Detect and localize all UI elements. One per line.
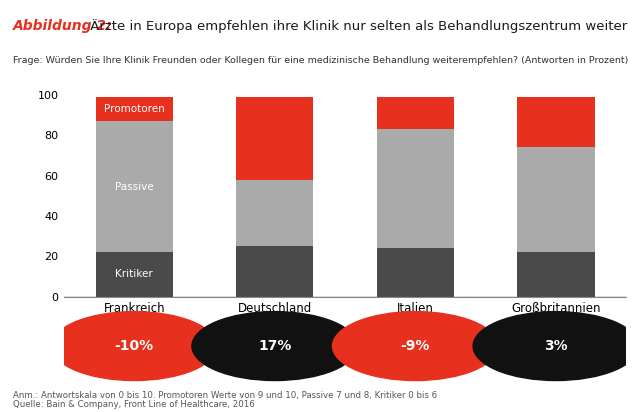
Text: Abbildung 2:: Abbildung 2:: [13, 19, 112, 33]
Ellipse shape: [51, 311, 217, 381]
Text: Anm.: Antwortskala von 0 bis 10. Promotoren Werte von 9 und 10, Passive 7 und 8,: Anm.: Antwortskala von 0 bis 10. Promoto…: [13, 391, 437, 400]
Text: Ärzte in Europa empfehlen ihre Klinik nur selten als Behandlungszentrum weiter: Ärzte in Europa empfehlen ihre Klinik nu…: [86, 19, 627, 33]
Bar: [377, 97, 454, 129]
Bar: [96, 252, 173, 297]
Bar: [236, 97, 314, 180]
Text: Net
Promoter
Score (NPS): Net Promoter Score (NPS): [71, 327, 137, 365]
Bar: [96, 121, 173, 252]
Ellipse shape: [473, 311, 639, 381]
Bar: [518, 252, 595, 297]
Ellipse shape: [192, 311, 358, 381]
Bar: [236, 180, 314, 246]
Ellipse shape: [332, 311, 498, 381]
Bar: [96, 97, 173, 121]
Text: Passive: Passive: [115, 182, 153, 192]
Text: 3%: 3%: [544, 339, 567, 353]
Bar: [236, 246, 314, 297]
Bar: [377, 248, 454, 297]
Text: -10%: -10%: [114, 339, 154, 353]
Text: -9%: -9%: [401, 339, 430, 353]
Text: 17%: 17%: [258, 339, 291, 353]
Text: Frage: Würden Sie Ihre Klinik Freunden oder Kollegen für eine medizinische Behan: Frage: Würden Sie Ihre Klinik Freunden o…: [13, 56, 628, 65]
Bar: [518, 97, 595, 147]
Text: Kritiker: Kritiker: [115, 269, 153, 279]
Text: Promotoren: Promotoren: [104, 104, 165, 114]
Bar: [377, 129, 454, 248]
Bar: [518, 147, 595, 252]
Text: Quelle: Bain & Company, Front Line of Healthcare, 2016: Quelle: Bain & Company, Front Line of He…: [13, 400, 254, 409]
